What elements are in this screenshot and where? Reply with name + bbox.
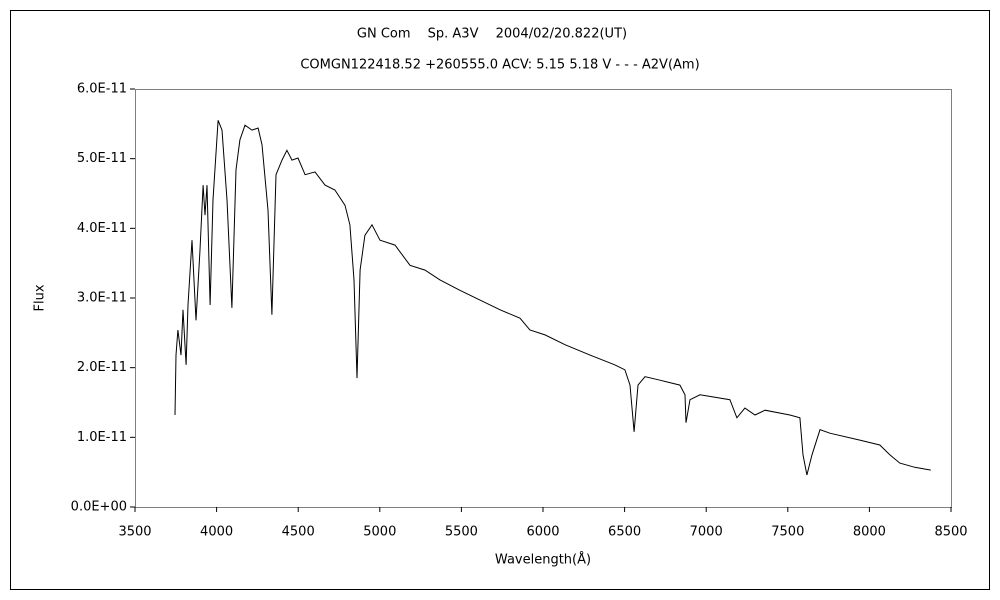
- chart-subtitle: COMGN122418.52 +260555.0 ACV: 5.15 5.18 …: [300, 58, 699, 73]
- y-tick-label: 5.0E-11: [77, 151, 127, 166]
- spectrum-line: [174, 120, 931, 476]
- y-tick-label: 4.0E-11: [77, 221, 127, 236]
- x-tick-label: 6000: [526, 525, 559, 540]
- x-tick-label: 4500: [282, 525, 315, 540]
- y-axis-label: Flux: [33, 284, 48, 311]
- x-tick-label: 4000: [200, 525, 233, 540]
- y-tick-label: 3.0E-11: [77, 291, 127, 306]
- y-tick-label: 0.0E+00: [71, 500, 127, 515]
- x-tick-label: 8500: [934, 525, 967, 540]
- x-axis-label: Wavelength(Å): [495, 552, 591, 568]
- x-tick-label: 6500: [608, 525, 641, 540]
- x-tick-label: 5500: [445, 525, 478, 540]
- x-tick-label: 8000: [853, 525, 886, 540]
- x-tick-label: 5000: [363, 525, 396, 540]
- x-tick-label: 7500: [771, 525, 804, 540]
- x-tick-label: 7000: [690, 525, 723, 540]
- y-tick-label: 6.0E-11: [77, 82, 127, 97]
- x-tick-label: 3500: [118, 525, 151, 540]
- y-tick-label: 2.0E-11: [77, 360, 127, 375]
- y-tick-label: 1.0E-11: [77, 430, 127, 445]
- plot-area: [135, 89, 952, 508]
- chart-title: GN Com Sp. A3V 2004/02/20.822(UT): [357, 27, 627, 42]
